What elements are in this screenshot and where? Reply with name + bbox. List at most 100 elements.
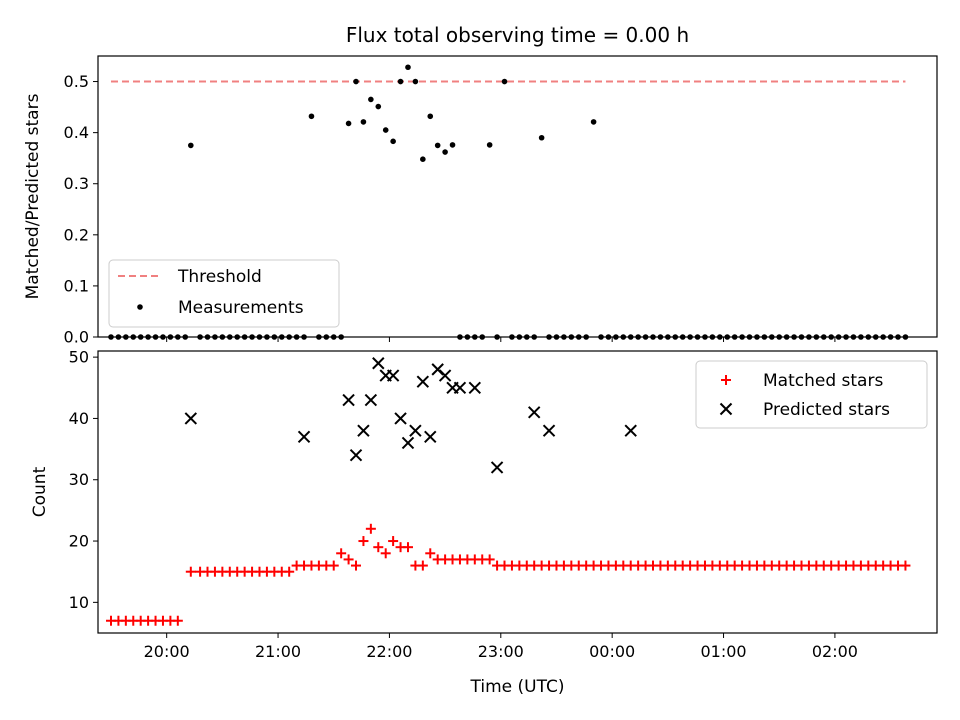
predicted-star-point: [394, 412, 407, 425]
x-tick-label: 02:00: [812, 642, 858, 661]
measurement-point: [375, 103, 382, 110]
predicted-star-point: [468, 381, 482, 394]
y-tick-label: 40: [69, 409, 89, 428]
measurement-point: [434, 142, 441, 149]
predicted-star-point: [401, 436, 415, 450]
measurement-point: [420, 156, 426, 163]
bottom-tick-layer: 10 20 30 40 50 20:00 21:00 22:00 23:00 00:00 01:00…: [69, 348, 858, 661]
matched-star-point: [402, 542, 413, 553]
x-tick-label: 22:00: [366, 642, 412, 661]
measurement-point: [590, 119, 597, 125]
legend-measurements-label: Measurements: [178, 298, 304, 318]
matched-star-point: [425, 548, 436, 559]
matched-star-point: [336, 548, 347, 559]
predicted-star-point: [624, 424, 637, 437]
predicted-star-point: [297, 430, 311, 444]
y-tick-label: 0.0: [64, 328, 89, 347]
legend-threshold-label: Threshold: [177, 267, 262, 287]
legend-matched-label: Matched stars: [763, 371, 883, 391]
measurement-point: [308, 113, 315, 120]
top-legend: Threshold Measurements: [108, 259, 340, 328]
bottom-y-axis-label: Count: [30, 466, 50, 517]
y-tick-label: 50: [69, 348, 89, 367]
top-plot-layer: [108, 64, 909, 340]
predicted-star-point: [527, 406, 541, 419]
predicted-star-point: [349, 449, 363, 462]
x-tick-label: 23:00: [478, 642, 524, 661]
bottom-panel: Count Time (UTC) 10 20 30 40 50 20:00 21:00 22:…: [30, 348, 938, 697]
bottom-legend-box: [695, 360, 928, 429]
top-y-axis-label: Matched/Predicted stars: [23, 93, 43, 299]
measurement-point: [412, 78, 419, 85]
legend-measurements-swatch: [137, 304, 143, 310]
matched-star-point: [284, 566, 295, 577]
top-axes-frame: [97, 55, 938, 338]
measurement-point: [397, 78, 404, 85]
matched-star-point: [900, 560, 911, 571]
y-tick-label: 0.1: [64, 276, 89, 295]
bottom-legend: Matched stars Predicted stars: [695, 360, 928, 429]
measurement-point: [390, 138, 396, 145]
measurement-point: [486, 142, 493, 148]
chart-title: Flux total observing time = 0.00 h: [346, 23, 689, 47]
predicted-star-point: [364, 393, 378, 407]
legend-predicted-label: Predicted stars: [763, 400, 890, 420]
x-axis-label: Time (UTC): [470, 677, 565, 697]
legend-x-marker: [719, 402, 733, 416]
measurement-point: [442, 149, 448, 155]
matched-star-point: [365, 523, 376, 534]
predicted-star-point: [372, 357, 385, 370]
measurement-point: [360, 119, 367, 125]
measurement-point: [405, 64, 411, 71]
measurement-point: [382, 127, 389, 133]
y-tick-label: 0.4: [64, 123, 89, 142]
measurement-point: [501, 78, 508, 85]
matched-star-point: [351, 560, 362, 571]
x-tick-label: 00:00: [589, 642, 635, 661]
predicted-star-point: [386, 369, 400, 382]
top-panel: Flux total observing time = 0.00 h Match…: [23, 23, 938, 347]
measurement-point: [449, 142, 456, 148]
predicted-star-point: [438, 369, 452, 382]
predicted-star-point: [409, 424, 422, 437]
measurement-point: [368, 96, 374, 103]
y-tick-label: 30: [69, 470, 89, 489]
predicted-star-point: [490, 461, 504, 474]
x-tick-label: 20:00: [144, 642, 190, 661]
legend-predicted-swatch: [719, 402, 733, 416]
measurement-point: [345, 120, 352, 127]
y-tick-label: 20: [69, 532, 89, 551]
y-tick-label: 0.3: [64, 174, 89, 193]
top-legend-box: [108, 259, 340, 328]
x-tick-label: 21:00: [255, 642, 301, 661]
matched-star-point: [172, 615, 183, 626]
top-tick-layer: 0.0 0.1 0.2 0.3 0.4 0.5: [64, 72, 836, 347]
bottom-plot-layer: [105, 357, 911, 626]
predicted-star-point: [357, 424, 370, 437]
predicted-star-point: [424, 430, 437, 444]
predicted-star-point: [342, 393, 355, 407]
matched-star-point: [328, 560, 339, 571]
matched-star-point: [380, 548, 391, 559]
predicted-star-point: [453, 381, 467, 394]
matched-star-point: [484, 554, 495, 565]
measurement-point: [538, 134, 545, 141]
predicted-star-point: [184, 412, 198, 425]
matched-star-point: [388, 536, 399, 547]
measurement-point: [353, 78, 359, 85]
bottom-axes-frame: [97, 350, 938, 634]
matched-star-point: [185, 566, 196, 577]
legend-matched-swatch: [721, 375, 731, 385]
measurement-point: [188, 142, 194, 149]
y-tick-label: 0.2: [64, 225, 89, 244]
y-tick-label: 10: [69, 593, 89, 612]
x-tick-label: 01:00: [700, 642, 746, 661]
measurement-point: [427, 113, 434, 120]
predicted-star-point: [416, 375, 430, 388]
matched-star-point: [343, 554, 354, 565]
matched-star-point: [373, 542, 384, 553]
predicted-star-point: [542, 424, 556, 437]
legend-plus-marker: [721, 375, 731, 385]
